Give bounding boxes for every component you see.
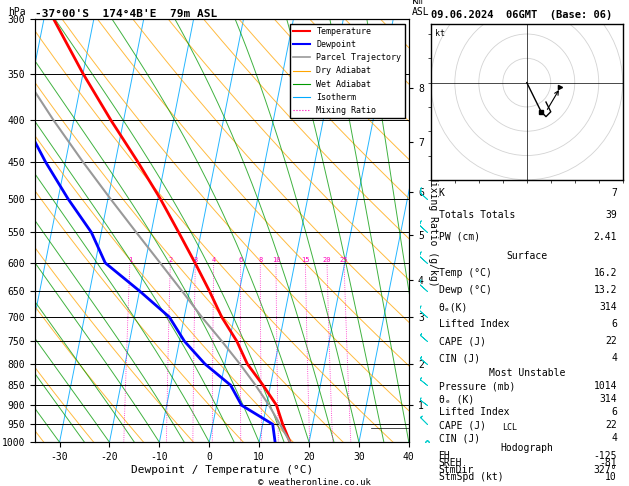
Text: CAPE (J): CAPE (J) [438, 336, 486, 347]
Text: CIN (J): CIN (J) [438, 353, 480, 364]
Text: K: K [438, 188, 445, 198]
Text: km
ASL: km ASL [412, 0, 430, 17]
Text: 10: 10 [605, 472, 617, 483]
Text: 25: 25 [340, 257, 348, 263]
Text: kt: kt [435, 29, 445, 38]
Text: 4: 4 [611, 353, 617, 364]
Text: 22: 22 [605, 420, 617, 430]
Legend: Temperature, Dewpoint, Parcel Trajectory, Dry Adiabat, Wet Adiabat, Isotherm, Mi: Temperature, Dewpoint, Parcel Trajectory… [290, 24, 404, 118]
Text: CAPE (J): CAPE (J) [438, 420, 486, 430]
Text: 2: 2 [168, 257, 172, 263]
Text: Most Unstable: Most Unstable [489, 368, 565, 379]
Text: 6: 6 [611, 407, 617, 417]
Y-axis label: Mixing Ratio (g/kg): Mixing Ratio (g/kg) [428, 175, 438, 287]
Text: -125: -125 [593, 451, 617, 461]
Text: -37°00'S  174°4B'E  79m ASL: -37°00'S 174°4B'E 79m ASL [35, 9, 217, 18]
Text: 13.2: 13.2 [593, 285, 617, 295]
Text: 20: 20 [323, 257, 331, 263]
Text: 1: 1 [128, 257, 132, 263]
Text: 2.41: 2.41 [593, 232, 617, 242]
Text: Lifted Index: Lifted Index [438, 319, 509, 330]
X-axis label: Dewpoint / Temperature (°C): Dewpoint / Temperature (°C) [131, 465, 313, 475]
Text: Dewp (°C): Dewp (°C) [438, 285, 491, 295]
Text: © weatheronline.co.uk: © weatheronline.co.uk [258, 478, 371, 486]
Text: 6: 6 [611, 319, 617, 330]
Text: StmDir: StmDir [438, 465, 474, 475]
Text: 16.2: 16.2 [593, 268, 617, 278]
Text: Totals Totals: Totals Totals [438, 210, 515, 220]
Text: StmSpd (kt): StmSpd (kt) [438, 472, 503, 483]
Text: 314: 314 [599, 302, 617, 312]
Text: PW (cm): PW (cm) [438, 232, 480, 242]
Text: 15: 15 [301, 257, 309, 263]
Text: 6: 6 [238, 257, 243, 263]
Text: θₑ(K): θₑ(K) [438, 302, 468, 312]
Text: 3: 3 [193, 257, 198, 263]
Text: 09.06.2024  06GMT  (Base: 06): 09.06.2024 06GMT (Base: 06) [431, 10, 612, 20]
Text: 8: 8 [258, 257, 262, 263]
Text: θₑ (K): θₑ (K) [438, 394, 474, 404]
Text: EH: EH [438, 451, 450, 461]
Text: hPa: hPa [8, 7, 26, 17]
Text: 327°: 327° [593, 465, 617, 475]
Text: -81: -81 [599, 458, 617, 468]
Text: SREH: SREH [438, 458, 462, 468]
Text: 4: 4 [211, 257, 216, 263]
Text: Surface: Surface [506, 251, 547, 261]
Text: 4: 4 [611, 433, 617, 443]
Text: Hodograph: Hodograph [500, 443, 554, 453]
Text: 1014: 1014 [593, 382, 617, 391]
Text: 22: 22 [605, 336, 617, 347]
Text: Temp (°C): Temp (°C) [438, 268, 491, 278]
Text: LCL: LCL [503, 423, 518, 433]
Text: Lifted Index: Lifted Index [438, 407, 509, 417]
Text: 39: 39 [605, 210, 617, 220]
Text: 314: 314 [599, 394, 617, 404]
Text: Pressure (mb): Pressure (mb) [438, 382, 515, 391]
Text: CIN (J): CIN (J) [438, 433, 480, 443]
Text: 7: 7 [611, 188, 617, 198]
Text: 10: 10 [272, 257, 281, 263]
